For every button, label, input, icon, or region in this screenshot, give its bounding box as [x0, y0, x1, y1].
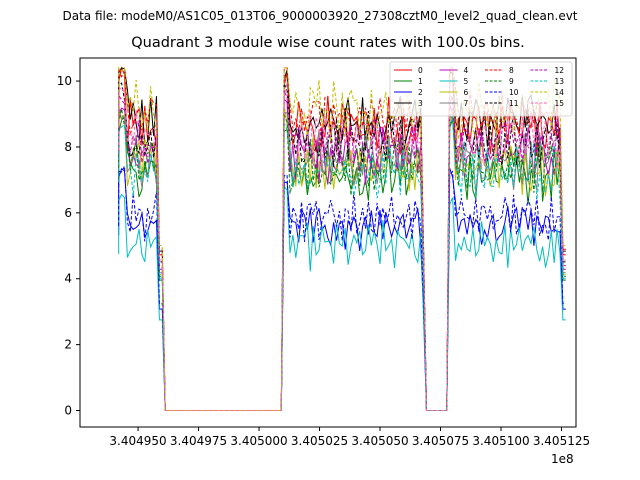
legend-label-3: 3 — [418, 99, 423, 108]
series-layer — [118, 66, 566, 411]
series-line-14 — [118, 66, 566, 411]
figure-suptitle: Data file: modeM0/AS1C05_013T06_90000039… — [62, 9, 578, 23]
x-tick-label: 3.405100 — [472, 434, 529, 448]
y-tick-label: 0 — [64, 404, 72, 418]
y-tick-label: 4 — [64, 272, 72, 286]
legend-label-12: 12 — [555, 66, 565, 75]
y-tick-label: 8 — [64, 140, 72, 154]
legend-label-2: 2 — [418, 88, 423, 97]
legend-label-7: 7 — [464, 99, 469, 108]
chart-title: Quadrant 3 module wise count rates with … — [131, 35, 525, 51]
x-tick-label: 3.404975 — [170, 434, 227, 448]
plot-frame — [79, 57, 577, 428]
legend-label-5: 5 — [464, 77, 469, 86]
y-tick-label: 6 — [64, 206, 72, 220]
legend-label-11: 11 — [509, 99, 519, 108]
series-line-7 — [118, 106, 566, 411]
y-tick-label: 10 — [57, 74, 72, 88]
x-tick-label: 3.405025 — [291, 434, 348, 448]
legend-label-0: 0 — [418, 66, 423, 75]
legend-label-13: 13 — [555, 77, 565, 86]
legend-label-1: 1 — [418, 77, 423, 86]
x-tick-label: 3.405050 — [351, 434, 408, 448]
y-tick-label: 2 — [64, 338, 72, 352]
legend-label-4: 4 — [464, 66, 469, 75]
legend-label-10: 10 — [509, 88, 519, 97]
series-line-2 — [118, 167, 566, 411]
series-line-4 — [118, 98, 566, 411]
series-line-6 — [118, 106, 566, 411]
series-line-15 — [118, 80, 566, 411]
x-axis-offset-label: 1e8 — [551, 452, 574, 466]
legend-box — [389, 61, 573, 117]
series-line-10 — [118, 164, 566, 411]
x-tick-label: 3.405000 — [230, 434, 287, 448]
x-tick-label: 3.404950 — [109, 434, 166, 448]
legend-label-9: 9 — [509, 77, 514, 86]
legend-label-8: 8 — [509, 66, 514, 75]
x-tick-label: 3.405075 — [412, 434, 469, 448]
legend-label-6: 6 — [464, 88, 469, 97]
legend-label-15: 15 — [555, 99, 565, 108]
axes-layer: 3.404950 3.404975 3.405000 3.405025 3.405050… — [57, 57, 590, 448]
x-tick-label: 3.405125 — [533, 434, 590, 448]
legend-label-14: 14 — [555, 88, 565, 97]
